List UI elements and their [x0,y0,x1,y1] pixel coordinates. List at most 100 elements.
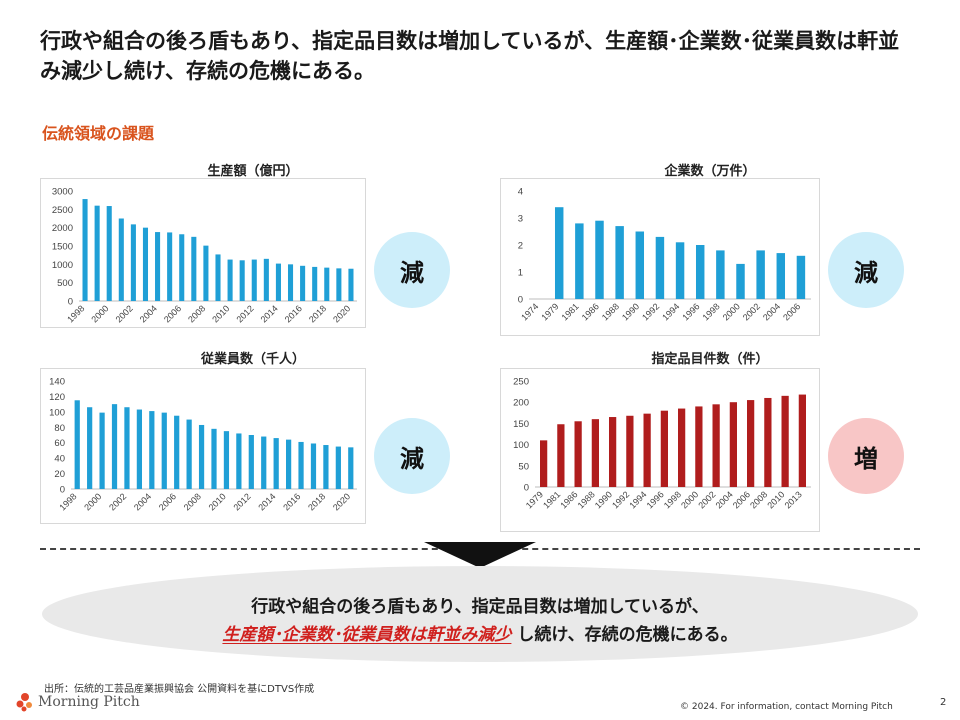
bar-production-2019 [336,268,342,301]
bar-companies-1986 [595,220,604,299]
bar-employees-1999 [87,407,93,489]
bar-employees-2015 [285,439,292,489]
bar-designated_items-2008 [764,397,772,487]
y-tick-label: 3000 [52,187,73,198]
x-tick-label: 2008 [186,303,207,324]
x-tick-label: 2004 [138,303,159,324]
bar-designated_items-2002 [712,404,720,487]
summary-line-2: 生産額･企業数･従業員数は軒並み減少 し続け、存続の危機にある。 [42,620,918,645]
y-tick-label: 80 [54,423,65,434]
bar-employees-2004 [149,411,155,489]
x-tick-label: 1994 [627,489,648,510]
x-tick-label: 2000 [89,303,110,324]
y-tick-label: 1500 [52,242,73,253]
bar-employees-2009 [211,428,217,489]
x-tick-label: 2002 [114,303,135,324]
bar-companies-1990 [635,231,645,299]
y-tick-label: 0 [60,485,65,496]
bar-production-2003 [142,227,149,301]
x-tick-label: 2004 [714,489,735,510]
bar-companies-2000 [736,263,745,299]
y-tick-label: 60 [54,438,65,449]
x-tick-label: 2012 [231,491,252,512]
x-tick-label: 1996 [645,489,666,510]
bar-production-2013 [263,258,269,301]
bar-companies-2004 [776,253,786,299]
bar-companies-1996 [695,245,705,299]
y-tick-label: 140 [49,377,65,388]
bar-designated_items-2010 [781,395,789,487]
x-tick-label: 1990 [593,489,614,510]
chart-svg-companies: 0123419741979198119861988199019921994199… [518,187,811,323]
x-tick-label: 2006 [731,489,752,510]
bar-designated_items-2000 [695,406,703,487]
bar-production-2004 [155,232,161,301]
chart-designated-items: 0 50 100 150 200 250 1979 1981 1986 1988 1990 1992 1… [500,368,820,532]
bar-employees-2019 [335,446,341,489]
bar-employees-2006 [174,415,180,489]
bar-designated_items-2006 [747,400,755,487]
y-tick-label: 0 [524,483,529,494]
logo: Morning Pitch [16,692,140,712]
bar-production-2008 [203,245,209,301]
y-tick-label: 100 [49,407,65,418]
bar-production-2018 [324,267,330,301]
bar-employees-2003 [136,409,143,489]
x-tick-label: 2013 [783,489,804,510]
x-tick-label: 1986 [558,489,579,510]
chart-companies: 0 1 2 3 4 1974 1979 1981 1986 1988 1990 1992 1994 199… [500,178,820,336]
x-tick-label: 2020 [331,491,352,512]
bar-designated_items-1998 [678,408,686,487]
x-tick-label: 1992 [640,301,661,322]
chart-title-production: 生産額（億円） [207,164,299,179]
bar-employees-2011 [236,433,242,489]
y-tick-label: 200 [513,398,529,409]
x-tick-label: 1990 [620,301,641,322]
y-tick-label: 250 [513,377,529,388]
bar-employees-2007 [186,419,192,489]
bar-designated_items-1994 [643,413,651,487]
y-tick-label: 0 [68,297,73,308]
bar-companies-1979 [554,207,564,299]
bar-employees-2014 [273,438,279,489]
bar-employees-2013 [261,436,267,489]
bar-employees-2017 [310,443,317,489]
bar-designated_items-1990 [609,417,617,487]
bar-designated_items-1992 [626,415,634,487]
x-tick-label: 1979 [539,301,560,322]
bar-designated_items-1988 [591,419,599,487]
summary-rest: し続け、存続の危機にある。 [517,625,738,645]
bar-production-2001 [118,218,124,301]
y-tick-label: 1000 [52,260,73,271]
x-tick-label: 2006 [781,301,802,322]
x-tick-label: 1981 [560,301,581,322]
x-tick-label: 1986 [580,301,601,322]
x-tick-label: 2018 [306,491,327,512]
y-tick-label: 4 [518,187,523,198]
section-title: 伝統領域の課題 [42,124,155,143]
x-tick-label: 2010 [207,491,228,512]
bar-designated_items-1979 [540,440,548,487]
bar-production-2007 [191,236,197,301]
bar-employees-2010 [223,431,230,489]
trend-badge-employees: 減 [374,418,450,494]
y-tick-label: 100 [513,440,529,451]
bar-companies-1988 [615,226,624,299]
bar-companies-2006 [796,255,806,299]
bar-designated_items-2013 [798,394,806,487]
bar-employees-2000 [99,412,105,489]
x-tick-label: 2014 [256,491,277,512]
bar-designated_items-1986 [574,421,582,487]
summary-ellipse [42,566,918,662]
y-tick-label: 3 [518,214,523,225]
bar-production-1999 [94,205,100,301]
y-tick-label: 40 [54,454,65,465]
y-tick-label: 2500 [52,205,73,216]
x-tick-label: 1998 [662,489,683,510]
trend-badge-production: 減 [374,232,450,308]
x-tick-label: 1998 [701,301,722,322]
x-tick-label: 2018 [307,303,328,324]
bar-employees-2020 [348,447,354,489]
page-number: 2 [940,697,947,708]
